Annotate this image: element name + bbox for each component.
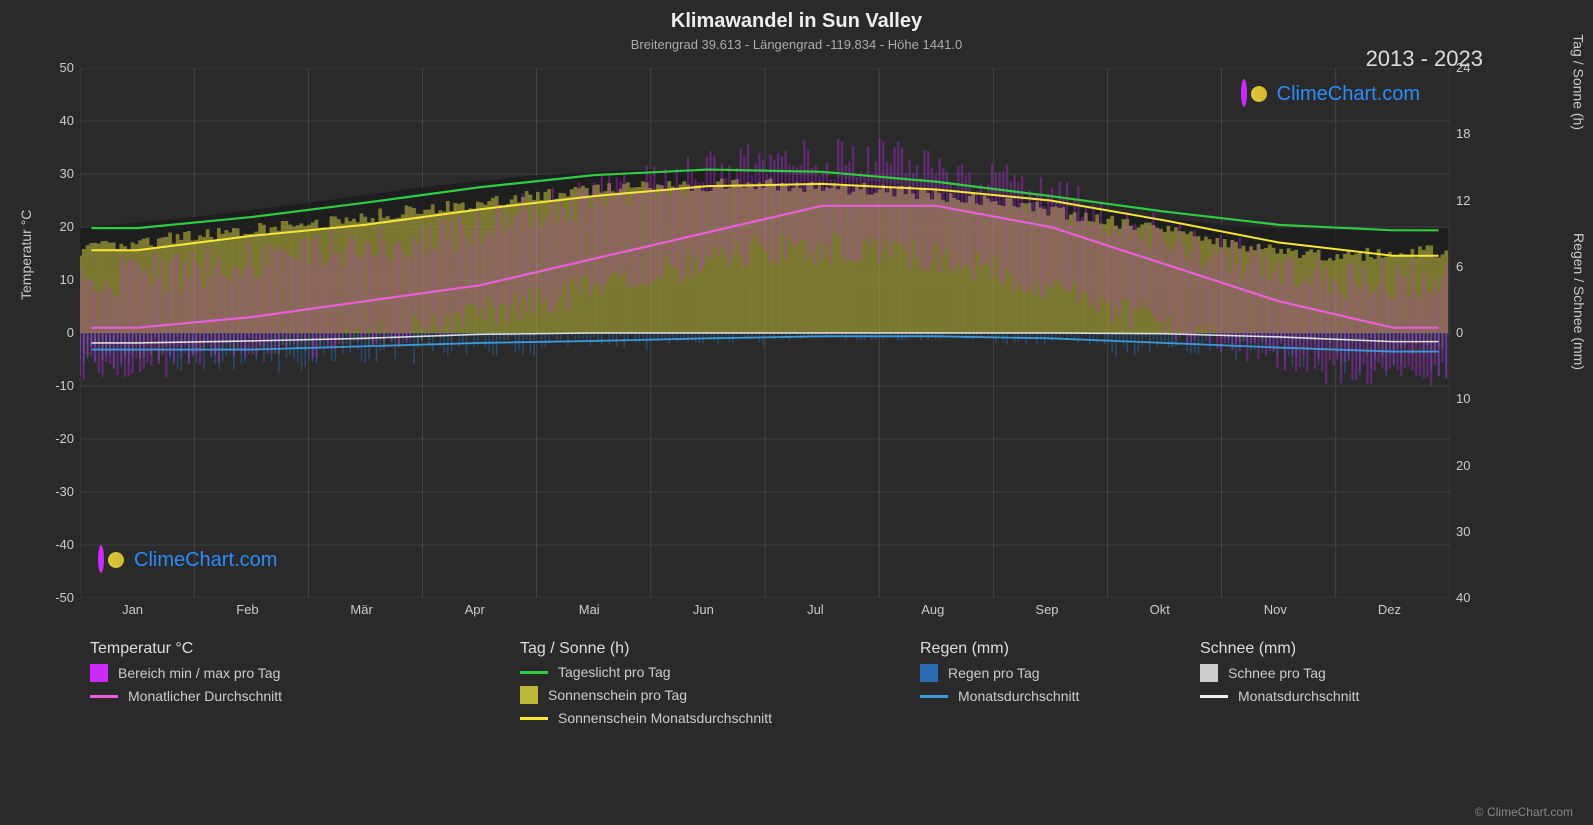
legend: Temperatur °C Bereich min / max pro Tag Mo… bbox=[90, 640, 1490, 732]
month-label: Aug bbox=[921, 602, 944, 617]
legend-label: Regen pro Tag bbox=[948, 665, 1040, 681]
month-label: Sep bbox=[1035, 602, 1058, 617]
month-label: Jul bbox=[807, 602, 824, 617]
y-right-bottom-tick: 10 bbox=[1456, 391, 1494, 406]
y-left-tick: 0 bbox=[36, 325, 74, 340]
legend-swatch bbox=[520, 671, 548, 674]
legend-item: Sonnenschein pro Tag bbox=[520, 686, 900, 704]
legend-swatch bbox=[90, 695, 118, 698]
watermark-bottom: ClimeChart.com bbox=[98, 548, 277, 572]
legend-item: Monatlicher Durchschnitt bbox=[90, 688, 500, 704]
month-label: Dez bbox=[1378, 602, 1401, 617]
legend-group-title: Temperatur °C bbox=[90, 640, 500, 658]
legend-group: Regen (mm) Regen pro Tag Monatsdurchschnit… bbox=[920, 640, 1180, 732]
legend-swatch bbox=[520, 686, 538, 704]
logo-sun-icon bbox=[108, 552, 124, 568]
month-label: Jun bbox=[693, 602, 714, 617]
y-left-tick: -10 bbox=[36, 378, 74, 393]
legend-swatch bbox=[1200, 664, 1218, 682]
legend-swatch bbox=[920, 664, 938, 682]
legend-label: Monatsdurchschnitt bbox=[958, 688, 1079, 704]
y-left-tick: -40 bbox=[36, 537, 74, 552]
climate-chart-container: Klimawandel in Sun Valley Breitengrad 39… bbox=[0, 0, 1593, 825]
legend-label: Bereich min / max pro Tag bbox=[118, 665, 280, 681]
y-right-bottom-tick: 20 bbox=[1456, 458, 1494, 473]
watermark-text: ClimeChart.com bbox=[1277, 83, 1420, 106]
legend-item: Regen pro Tag bbox=[920, 664, 1180, 682]
y-right-top-axis-label: Tag / Sonne (h) bbox=[1571, 34, 1587, 130]
legend-label: Monatsdurchschnitt bbox=[1238, 688, 1359, 704]
logo-circle-icon bbox=[98, 545, 104, 573]
y-left-tick: -30 bbox=[36, 484, 74, 499]
copyright-text: © ClimeChart.com bbox=[1475, 805, 1573, 819]
watermark-text: ClimeChart.com bbox=[134, 549, 277, 572]
legend-item: Monatsdurchschnitt bbox=[1200, 688, 1460, 704]
watermark-top: ClimeChart.com bbox=[1241, 82, 1420, 106]
legend-label: Monatlicher Durchschnitt bbox=[128, 688, 282, 704]
legend-label: Sonnenschein pro Tag bbox=[548, 687, 687, 703]
chart-title: Klimawandel in Sun Valley bbox=[0, 0, 1593, 33]
plot-area: ClimeChart.com ClimeChart.com bbox=[80, 68, 1450, 598]
legend-swatch bbox=[920, 695, 948, 698]
legend-group: Tag / Sonne (h) Tageslicht pro Tag Sonnens… bbox=[520, 640, 900, 732]
legend-group: Temperatur °C Bereich min / max pro Tag Mo… bbox=[90, 640, 500, 732]
legend-item: Tageslicht pro Tag bbox=[520, 664, 900, 680]
y-right-bottom-axis-label: Regen / Schnee (mm) bbox=[1571, 233, 1587, 370]
climate-plot-svg bbox=[80, 68, 1450, 598]
y-left-tick: 40 bbox=[36, 113, 74, 128]
logo-sun-icon bbox=[1251, 86, 1267, 102]
month-label: Feb bbox=[236, 602, 258, 617]
y-right-top-tick: 12 bbox=[1456, 193, 1494, 208]
month-label: Mär bbox=[350, 602, 372, 617]
y-left-axis-label: Temperatur °C bbox=[18, 210, 34, 300]
legend-label: Tageslicht pro Tag bbox=[558, 664, 671, 680]
logo-circle-icon bbox=[1241, 79, 1247, 107]
legend-group: Schnee (mm) Schnee pro Tag Monatsdurchschn… bbox=[1200, 640, 1460, 732]
y-left-tick: -50 bbox=[36, 590, 74, 605]
y-left-tick: -20 bbox=[36, 431, 74, 446]
y-left-tick: 50 bbox=[36, 60, 74, 75]
month-label: Okt bbox=[1150, 602, 1170, 617]
legend-item: Sonnenschein Monatsdurchschnitt bbox=[520, 710, 900, 726]
legend-swatch bbox=[520, 717, 548, 720]
legend-label: Schnee pro Tag bbox=[1228, 665, 1326, 681]
legend-label: Sonnenschein Monatsdurchschnitt bbox=[558, 710, 772, 726]
y-left-tick: 30 bbox=[36, 166, 74, 181]
legend-swatch bbox=[90, 664, 108, 682]
legend-item: Monatsdurchschnitt bbox=[920, 688, 1180, 704]
month-label: Nov bbox=[1264, 602, 1287, 617]
legend-group-title: Regen (mm) bbox=[920, 640, 1180, 658]
legend-group-title: Schnee (mm) bbox=[1200, 640, 1460, 658]
y-right-top-tick: 0 bbox=[1456, 325, 1494, 340]
y-right-bottom-tick: 40 bbox=[1456, 590, 1494, 605]
y-left-tick: 20 bbox=[36, 219, 74, 234]
legend-swatch bbox=[1200, 695, 1228, 698]
chart-subtitle: Breitengrad 39.613 - Längengrad -119.834… bbox=[0, 37, 1593, 52]
legend-item: Bereich min / max pro Tag bbox=[90, 664, 500, 682]
legend-item: Schnee pro Tag bbox=[1200, 664, 1460, 682]
y-right-top-tick: 6 bbox=[1456, 259, 1494, 274]
y-right-bottom-tick: 30 bbox=[1456, 524, 1494, 539]
month-label: Mai bbox=[579, 602, 600, 617]
month-label: Jan bbox=[122, 602, 143, 617]
month-label: Apr bbox=[465, 602, 485, 617]
y-right-top-tick: 18 bbox=[1456, 126, 1494, 141]
y-left-tick: 10 bbox=[36, 272, 74, 287]
legend-group-title: Tag / Sonne (h) bbox=[520, 640, 900, 658]
y-right-top-tick: 24 bbox=[1456, 60, 1494, 75]
